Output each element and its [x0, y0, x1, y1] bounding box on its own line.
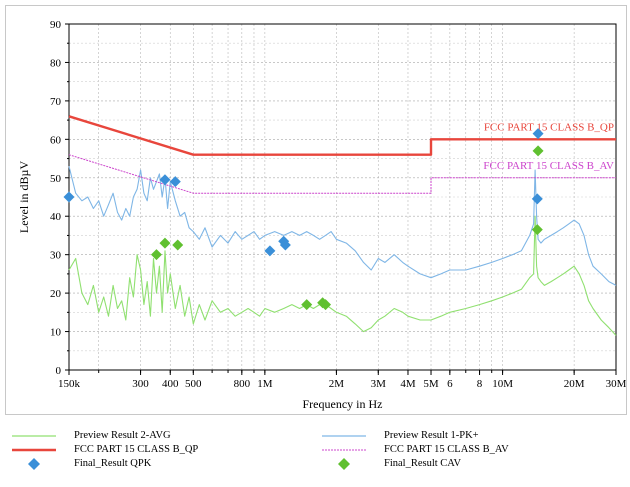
chart-frame: 0 10 20 30 40 50 60 70 80 90 150k 300 400 500 800 1M 2M 3…	[5, 5, 627, 415]
x-tick-label: 4M	[400, 378, 416, 390]
y-tick-label: 10	[50, 327, 62, 339]
legend-label-cav: Final_Result CAV	[384, 458, 462, 469]
y-tick-label: 70	[50, 96, 62, 108]
qpk-marker	[264, 245, 276, 257]
x-tick-label: 800	[234, 378, 251, 390]
cav-marker	[150, 249, 162, 261]
legend-swatch-cav	[338, 458, 350, 470]
legend-swatch-av-limit	[322, 449, 366, 451]
series-line-pk	[68, 166, 617, 286]
x-tick-label: 150k	[58, 378, 81, 390]
qpk-marker	[159, 174, 171, 186]
x-tick-label: 6	[447, 378, 453, 390]
limit-label-qp: FCC PART 15 CLASS B_QP	[484, 122, 614, 134]
legend-label-qp-limit: FCC PART 15 CLASS B_QP	[74, 444, 199, 455]
y-tick-label: 90	[50, 19, 62, 31]
legend-swatch-qp-limit	[12, 448, 56, 452]
legend: Preview Result 2-AVG Preview Result 1-PK…	[0, 428, 630, 487]
series-line-av-limit	[68, 154, 616, 194]
x-tick-label: 3M	[371, 378, 387, 390]
x-tick-label: 300	[132, 378, 149, 390]
x-tick-label: 5M	[423, 378, 439, 390]
y-axis-label: Level in dBµV	[17, 161, 31, 234]
series-line-avg	[68, 215, 617, 336]
x-tick-label: 2M	[329, 378, 345, 390]
legend-swatch-qpk	[28, 458, 40, 470]
x-tick-label: 10M	[492, 378, 513, 390]
qpk-marker	[279, 239, 291, 251]
legend-label-avg: Preview Result 2-AVG	[74, 430, 171, 441]
x-axis-label: Frequency in Hz	[303, 397, 383, 411]
y-tick-label: 0	[56, 365, 62, 377]
legend-label-qpk: Final_Result QPK	[74, 458, 152, 469]
emission-chart: 0 10 20 30 40 50 60 70 80 90 150k 300 400 500 800 1M 2M 3…	[17, 19, 627, 411]
x-tick-label: 30M	[606, 378, 626, 390]
x-tick-label: 20M	[564, 378, 585, 390]
legend-label-pk: Preview Result 1-PK+	[384, 430, 479, 441]
qpk-marker	[531, 193, 543, 205]
x-tick-label: 500	[185, 378, 202, 390]
cav-marker	[320, 299, 332, 311]
legend-swatch-pk	[322, 435, 366, 437]
series-line-qp-limit	[68, 115, 616, 156]
x-tick-label: 8	[477, 378, 483, 390]
cav-marker	[159, 237, 171, 249]
cav-marker	[532, 145, 544, 157]
legend-swatch-avg	[12, 435, 56, 437]
qpk-marker	[532, 128, 544, 140]
cav-marker	[531, 224, 543, 236]
y-tick-label: 50	[50, 173, 62, 185]
x-tick-label: 1M	[257, 378, 273, 390]
y-tick-label: 60	[50, 134, 62, 146]
x-tick-label: 400	[162, 378, 179, 390]
cav-marker	[301, 299, 313, 311]
y-tick-label: 30	[50, 250, 62, 262]
y-tick-label: 40	[50, 211, 62, 223]
cav-marker	[172, 239, 184, 251]
limit-label-av: FCC PART 15 CLASS B_AV	[483, 160, 614, 172]
legend-label-av-limit: FCC PART 15 CLASS B_AV	[384, 444, 509, 455]
y-tick-label: 20	[50, 288, 62, 300]
qpk-marker	[63, 191, 75, 203]
qpk-marker	[169, 176, 181, 188]
y-tick-label: 80	[50, 57, 62, 69]
